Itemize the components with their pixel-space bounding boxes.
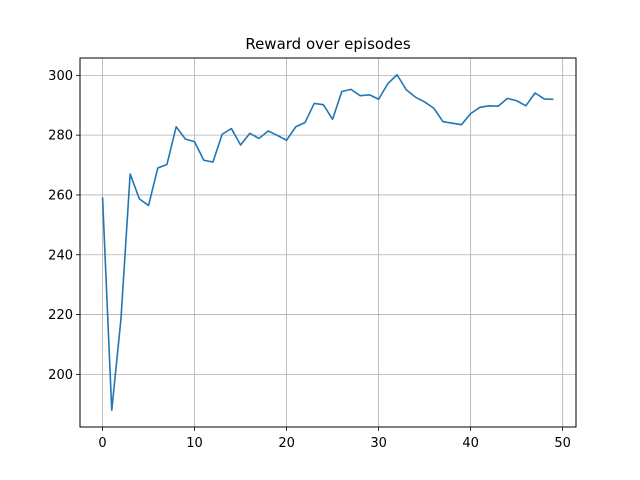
- x-tick-label: 20: [278, 436, 295, 451]
- x-tick-label: 50: [554, 436, 571, 451]
- series-layer: [101, 73, 554, 412]
- ticks: 0 10 20 30 40 50 200 220 240 260 280 300: [48, 69, 571, 451]
- axes-frame: [79, 57, 577, 428]
- reward-line: [101, 73, 554, 412]
- y-tick-label: 300: [48, 69, 73, 84]
- y-tick-label: 260: [48, 188, 73, 203]
- y-tick-label: 220: [48, 308, 73, 323]
- y-tick-label: 240: [48, 248, 73, 263]
- x-tick-label: 0: [98, 436, 106, 451]
- x-tick-label: 40: [462, 436, 479, 451]
- grid: [80, 58, 576, 427]
- x-tick-label: 10: [186, 436, 203, 451]
- chart-title: Reward over episodes: [245, 35, 411, 53]
- x-tick-label: 30: [370, 436, 387, 451]
- y-tick-label: 280: [48, 129, 73, 144]
- y-tick-label: 200: [48, 368, 73, 383]
